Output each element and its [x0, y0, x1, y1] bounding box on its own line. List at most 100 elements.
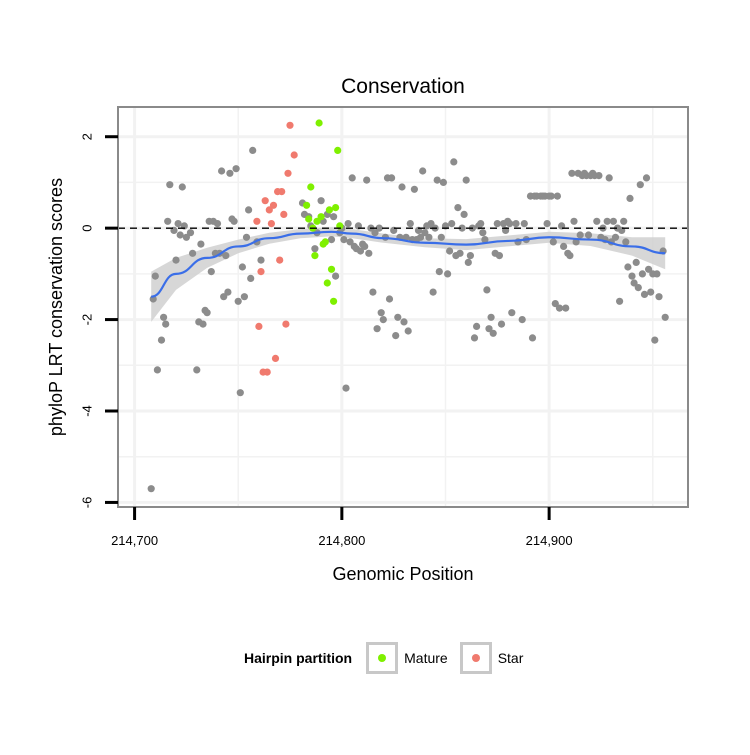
data-point-other [651, 336, 659, 344]
data-point-other [609, 217, 618, 225]
data-point-other [647, 288, 655, 296]
data-point-other [638, 270, 647, 278]
legend: Hairpin partition Mature Star [244, 640, 535, 676]
plot-panel [118, 107, 688, 507]
data-point-other [153, 366, 161, 374]
data-point-mature [325, 206, 333, 214]
data-point-other [311, 245, 319, 253]
data-point-other [404, 327, 412, 335]
data-point-other [481, 236, 489, 244]
data-point-other [157, 336, 166, 344]
legend-title: Hairpin partition [244, 650, 353, 666]
data-point-other [317, 197, 325, 205]
data-point-other [454, 204, 462, 212]
data-point-other [394, 313, 402, 321]
data-point-other [172, 256, 180, 264]
data-point-other [446, 247, 454, 255]
data-point-other [242, 233, 251, 241]
data-point-other [369, 288, 377, 296]
data-point-other [584, 231, 593, 239]
data-point-other [549, 238, 557, 246]
data-point-mature [332, 204, 340, 212]
data-point-other [634, 284, 642, 292]
legend-label-mature: Mature [404, 650, 448, 666]
data-point-other [562, 304, 570, 312]
data-point-other [365, 249, 373, 257]
data-point-other [232, 165, 240, 173]
data-point-other [605, 174, 613, 182]
data-point-other [236, 389, 244, 397]
data-point-other [555, 304, 564, 312]
data-point-other [344, 220, 352, 228]
data-point-other [176, 231, 184, 239]
data-point-star [257, 268, 265, 276]
data-point-other [622, 238, 630, 246]
data-point-other [363, 176, 371, 184]
data-point-other [203, 309, 211, 317]
data-point-other [238, 263, 246, 271]
data-point-other [568, 169, 576, 177]
data-point-other [348, 174, 356, 182]
data-point-other [379, 316, 387, 324]
data-point-other [193, 366, 201, 374]
data-point-other [645, 265, 653, 273]
data-point-other [551, 300, 559, 308]
data-point-other [632, 258, 640, 266]
data-point-other [547, 192, 555, 200]
data-point-other [410, 185, 418, 193]
legend-dot-mature-icon [378, 654, 387, 662]
data-point-other [593, 217, 601, 225]
data-point-other [385, 295, 394, 303]
data-point-other [620, 217, 628, 225]
data-point-other [603, 217, 611, 225]
y-tick-label: 2 [79, 133, 94, 140]
y-axis-label: phyloP LRT conservation scores [46, 178, 66, 436]
data-point-mature [307, 183, 315, 191]
data-point-other [640, 290, 649, 298]
data-point-other [356, 247, 365, 255]
x-tick-label: 214,900 [526, 533, 573, 548]
data-point-other [506, 220, 514, 228]
panel-border [117, 106, 689, 508]
data-point-other [489, 329, 497, 337]
data-point-other [400, 318, 408, 326]
data-point-other [425, 233, 433, 241]
data-point-other [655, 293, 663, 301]
data-point-other [257, 256, 265, 264]
data-point-other [222, 252, 230, 260]
data-point-star [278, 188, 286, 196]
data-point-other [207, 268, 215, 276]
data-point-other [495, 252, 503, 260]
data-point-other [493, 220, 501, 228]
data-point-other [560, 242, 568, 250]
data-point-mature [321, 238, 329, 246]
data-point-other [462, 176, 470, 184]
data-point-mature [317, 213, 325, 221]
data-point-other [595, 172, 603, 180]
data-point-other [346, 238, 354, 246]
data-point-other [458, 224, 466, 232]
data-point-other [199, 320, 207, 328]
data-point-other [147, 485, 155, 493]
data-point-other [162, 320, 170, 328]
data-point-other [361, 242, 369, 250]
data-point-other [448, 220, 456, 228]
data-point-other [520, 220, 528, 228]
data-point-star [271, 354, 280, 362]
data-point-other [230, 217, 238, 225]
data-point-other [628, 272, 636, 280]
data-point-other [419, 167, 427, 175]
data-point-other [240, 293, 248, 301]
data-point-other [566, 252, 574, 260]
data-point-other [330, 213, 338, 221]
data-point-other [189, 249, 197, 257]
data-point-star [284, 169, 292, 177]
data-point-other [464, 258, 472, 266]
data-point-other [518, 316, 526, 324]
data-point-other [636, 181, 644, 189]
data-point-other [166, 181, 174, 189]
data-point-other [373, 325, 381, 333]
data-point-other [497, 320, 506, 328]
legend-item-mature: Mature [366, 642, 452, 674]
